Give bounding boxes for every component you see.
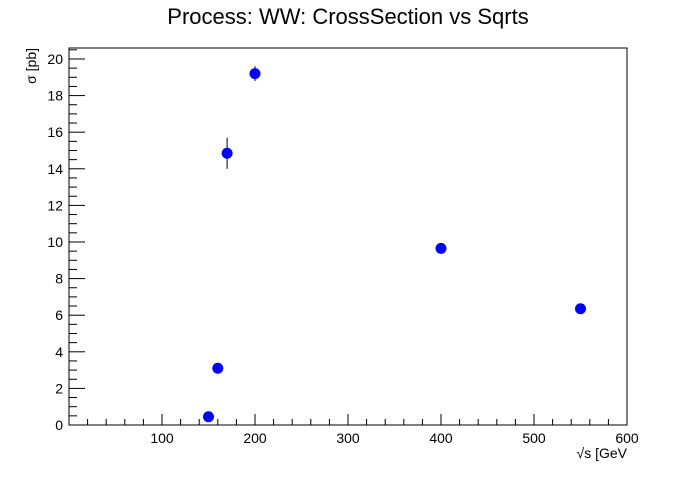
- chart-title: Process: WW: CrossSection vs Sqrts: [167, 4, 528, 29]
- y-axis-label: σ [pb]: [23, 48, 39, 84]
- y-tick-label: 8: [55, 271, 63, 287]
- y-tick-label: 20: [47, 51, 63, 67]
- x-tick-label: 300: [336, 430, 360, 446]
- y-tick-label: 10: [47, 234, 63, 250]
- x-tick-label: 200: [243, 430, 267, 446]
- data-point: [575, 303, 586, 315]
- x-tick-label: 600: [615, 430, 639, 446]
- y-tick-label: 16: [47, 124, 63, 140]
- x-tick-label: 500: [522, 430, 546, 446]
- y-tick-label: 2: [55, 380, 63, 396]
- y-tick-label: 6: [55, 307, 63, 323]
- y-tick-label: 14: [47, 161, 63, 177]
- y-tick-label: 4: [55, 344, 63, 360]
- y-tick-label: 0: [55, 417, 63, 433]
- data-point: [212, 362, 224, 374]
- x-tick-label: 100: [150, 430, 174, 446]
- x-tick-label: 400: [429, 430, 453, 446]
- y-tick-label: 18: [47, 88, 63, 104]
- x-axis-label: √s [GeV: [577, 445, 628, 461]
- data-point: [203, 411, 214, 423]
- data-point: [435, 242, 447, 254]
- y-tick-label: 12: [47, 197, 63, 213]
- data-point: [249, 68, 261, 80]
- plot-frame: [68, 47, 628, 426]
- data-point: [221, 147, 233, 159]
